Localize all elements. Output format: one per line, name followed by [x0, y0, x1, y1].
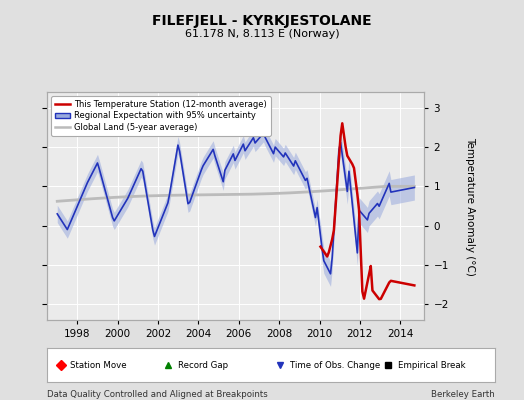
- Text: 61.178 N, 8.113 E (Norway): 61.178 N, 8.113 E (Norway): [184, 29, 340, 39]
- Text: Station Move: Station Move: [70, 360, 127, 370]
- Text: FILEFJELL - KYRKJESTOLANE: FILEFJELL - KYRKJESTOLANE: [152, 14, 372, 28]
- Text: Berkeley Earth: Berkeley Earth: [431, 390, 495, 399]
- Y-axis label: Temperature Anomaly (°C): Temperature Anomaly (°C): [465, 136, 475, 276]
- Text: Data Quality Controlled and Aligned at Breakpoints: Data Quality Controlled and Aligned at B…: [47, 390, 268, 399]
- Legend: This Temperature Station (12-month average), Regional Expectation with 95% uncer: This Temperature Station (12-month avera…: [51, 96, 271, 136]
- Text: Empirical Break: Empirical Break: [398, 360, 465, 370]
- Text: Time of Obs. Change: Time of Obs. Change: [290, 360, 380, 370]
- Text: Record Gap: Record Gap: [178, 360, 228, 370]
